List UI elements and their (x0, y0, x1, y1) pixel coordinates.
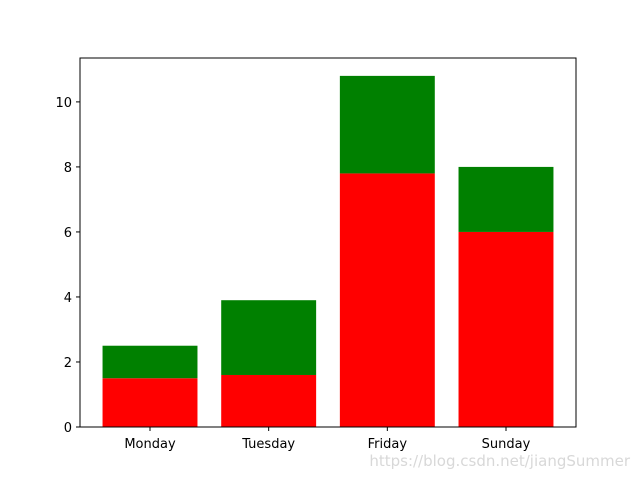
bar-segment (339, 173, 435, 427)
x-tick-label: Friday (368, 437, 408, 452)
bar-segment (102, 345, 198, 379)
bar-segment (221, 374, 317, 427)
y-tick-label: 8 (64, 161, 72, 176)
bar-segment (102, 378, 198, 427)
bar-segment (458, 231, 554, 427)
watermark: https://blog.csdn.net/jiangSummer (369, 452, 630, 470)
y-tick-label: 10 (55, 96, 72, 111)
bar-segment (458, 166, 554, 232)
y-tick-label: 6 (64, 226, 72, 241)
bar-segment (221, 300, 317, 375)
y-tick-label: 4 (64, 291, 72, 306)
plot-area (102, 75, 554, 427)
x-tick-label: Tuesday (241, 437, 295, 452)
x-tick-label: Sunday (482, 437, 531, 452)
bar-segment (339, 75, 435, 174)
x-tick-label: Monday (124, 437, 176, 452)
y-tick-label: 0 (64, 421, 72, 436)
y-tick-label: 2 (64, 356, 72, 371)
axes-frame (79, 57, 577, 428)
